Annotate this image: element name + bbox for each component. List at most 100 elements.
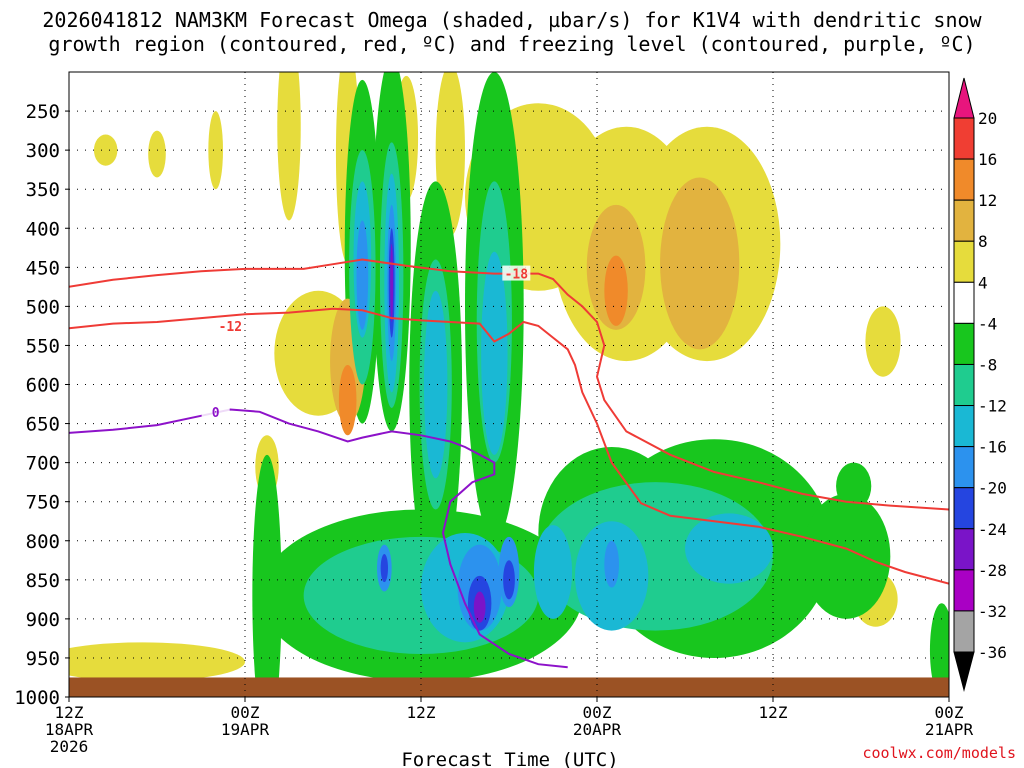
pressure-axis: 250 300 350 400 450 500 550 600 650 700 750 800 850 9…	[14, 101, 69, 709]
ytick-label-950: 950	[26, 648, 60, 670]
xtick-label-12-0: 00Z	[231, 703, 260, 722]
chart-title: 2026041812 NAM3KM Forecast Omega (shaded…	[42, 8, 982, 56]
colorbar-swatch-12	[953, 610, 975, 653]
colorbar-swatch-10	[953, 528, 975, 571]
colorbar-swatch-6	[953, 363, 975, 407]
omega-region-42	[533, 525, 573, 619]
ytick-label-250: 250	[26, 101, 60, 123]
colorbar-label-6: -8	[978, 355, 997, 374]
omega-region-1	[93, 134, 118, 166]
xtick-label-0-1: 18APR	[45, 720, 94, 739]
omega-region-29	[929, 603, 949, 697]
ytick-label-800: 800	[26, 531, 60, 553]
colorbar-swatch-5	[953, 322, 975, 365]
colorbar-swatch-11	[953, 569, 975, 612]
colorbar-label-5: -4	[978, 314, 997, 333]
xtick-label-60-0: 00Z	[935, 703, 964, 722]
contour-label-0: -18	[505, 268, 529, 283]
ytick-label-900: 900	[26, 609, 60, 631]
omega-region-0	[148, 130, 166, 178]
ytick-label-500: 500	[26, 296, 60, 318]
colorbar-label-1: 16	[978, 150, 997, 169]
xtick-label-0-2: 2026	[50, 737, 89, 756]
xtick-label-12-1: 19APR	[221, 720, 270, 739]
colorbar-label-0: 20	[978, 109, 997, 128]
colorbar-swatch-2	[953, 199, 975, 242]
omega-region-28	[836, 462, 872, 510]
ytick-label-300: 300	[26, 140, 60, 162]
contour-label-bg-1	[216, 317, 245, 333]
ytick-label-450: 450	[26, 257, 60, 279]
ground-fill	[69, 677, 949, 697]
plot-area: -18 -12 0	[69, 72, 949, 697]
ytick-label-650: 650	[26, 414, 60, 436]
colorbar-label-8: -16	[978, 438, 1007, 457]
colorbar-label-9: -20	[978, 479, 1007, 498]
colorbar-label-3: 8	[978, 232, 988, 251]
ytick-label-550: 550	[26, 335, 60, 357]
omega-shading	[69, 72, 949, 697]
colorbar-swatch-9	[953, 487, 975, 530]
ytick-label-600: 600	[26, 375, 60, 397]
ytick-label-350: 350	[26, 179, 60, 201]
colorbar-swatch-3	[953, 240, 975, 283]
colorbar-label-12: -32	[978, 602, 1007, 621]
colorbar-swatch-0	[953, 117, 975, 160]
colorbar-label-13: -36	[978, 643, 1007, 662]
xtick-label-0-0: 12Z	[55, 703, 84, 722]
xtick-label-36-0: 00Z	[583, 703, 612, 722]
colorbar-swatch-7	[953, 405, 975, 448]
omega-region-27	[802, 493, 891, 619]
colorbar-swatch-4	[953, 281, 975, 324]
colorbar-label-4: 4	[978, 273, 988, 292]
colorbar: 20 16 12 8 4 -4 -8 -12 -16 -20 -24 -28 -32 -36	[953, 77, 1007, 692]
omega-region-30	[252, 454, 282, 697]
ytick-label-1000: 1000	[14, 687, 60, 709]
colorbar-swatch-8	[953, 446, 975, 489]
grid-lines	[69, 72, 949, 697]
colorbar-bottom-arrow	[953, 651, 975, 692]
omega-region-45	[356, 220, 369, 330]
colorbar-label-7: -12	[978, 397, 1007, 416]
chart-title-line-1: 2026041812 NAM3KM Forecast Omega (shaded…	[42, 8, 982, 32]
x-axis-label: Forecast Time (UTC)	[401, 749, 618, 768]
omega-region-3	[277, 72, 301, 221]
omega-region-39	[423, 290, 448, 479]
colorbar-label-2: 12	[978, 191, 997, 210]
omega-region-19	[338, 364, 357, 436]
colorbar-top-arrow	[953, 77, 975, 119]
xtick-label-48-0: 12Z	[759, 703, 788, 722]
xtick-label-36-1: 20APR	[573, 720, 622, 739]
ytick-label-700: 700	[26, 453, 60, 475]
xtick-label-24-0: 12Z	[407, 703, 436, 722]
contour-label-2: 0	[212, 406, 220, 421]
colorbar-swatch-1	[953, 158, 975, 201]
colorbar-label-10: -24	[978, 520, 1007, 539]
ytick-label-750: 750	[26, 492, 60, 514]
ytick-label-400: 400	[26, 218, 60, 240]
omega-region-55	[390, 243, 394, 322]
site-credit[interactable]: coolwx.com/models	[862, 744, 1016, 762]
omega-region-44	[685, 513, 773, 584]
colorbar-label-11: -28	[978, 561, 1007, 580]
contour-line-1	[69, 307, 949, 585]
omega-region-54	[380, 554, 389, 583]
omega-region-12	[69, 642, 245, 682]
ytick-label-850: 850	[26, 570, 60, 592]
xtick-label-60-1: 21APR	[925, 720, 974, 739]
contour-line-2	[69, 408, 568, 669]
contour-label-bg-2	[201, 403, 230, 419]
omega-region-2	[208, 111, 224, 190]
omega-region-16	[660, 177, 740, 350]
contour-label-bg-0	[502, 265, 531, 281]
omega-region-40	[481, 251, 508, 455]
ground-layer	[69, 677, 949, 697]
chart-title-line-2: growth region (contoured, red, ºC) and f…	[48, 32, 975, 56]
contour-line-0	[69, 258, 949, 511]
omega-region-50	[604, 540, 620, 588]
omega-region-10	[865, 306, 901, 377]
omega-region-56	[473, 591, 486, 623]
omega-region-18	[604, 255, 628, 326]
